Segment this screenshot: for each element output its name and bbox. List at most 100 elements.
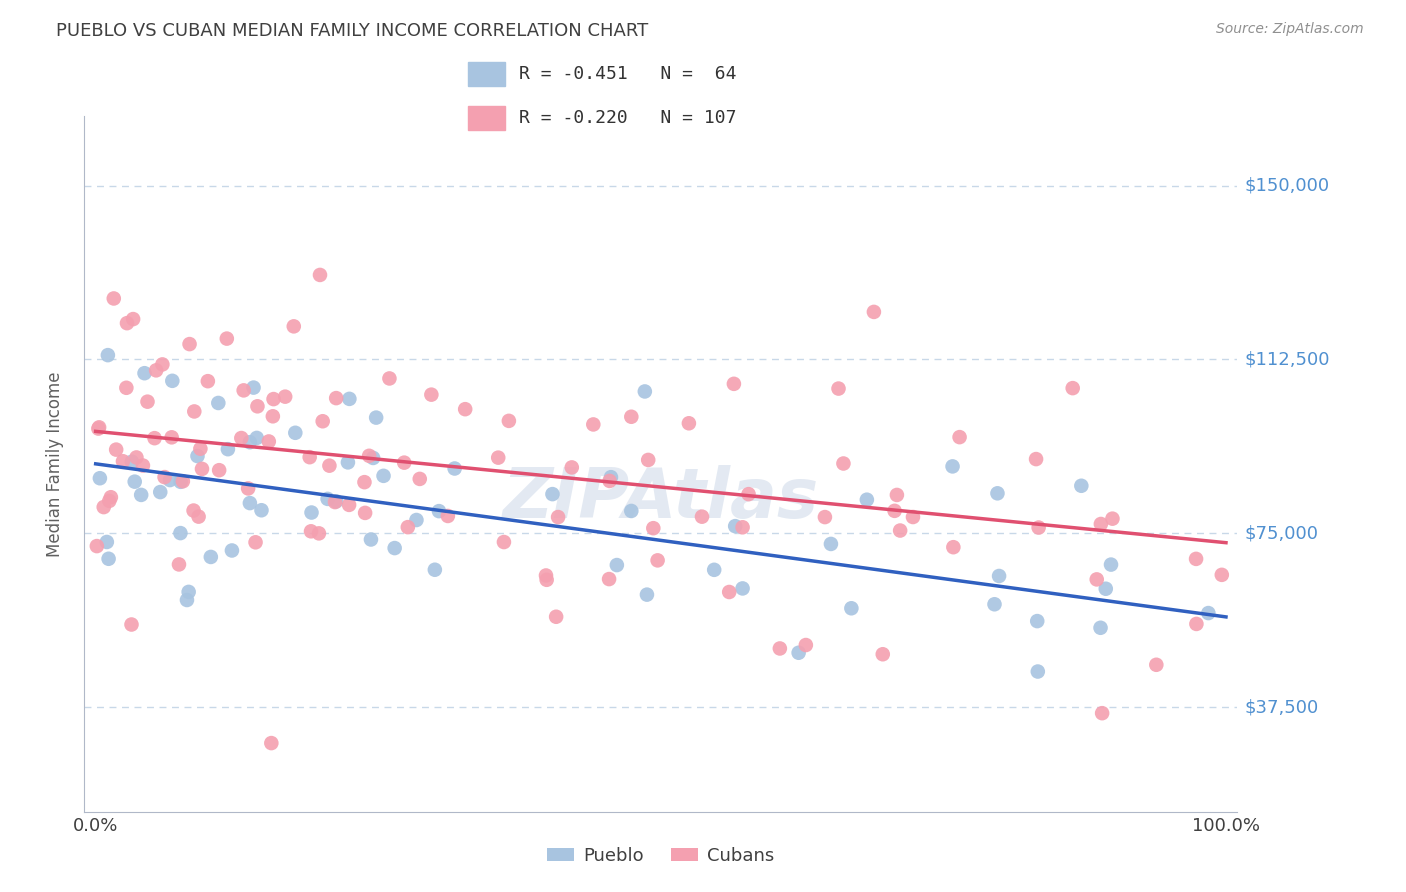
Point bbox=[598, 572, 620, 586]
Point bbox=[177, 585, 200, 599]
Point bbox=[620, 504, 643, 518]
Point bbox=[298, 450, 321, 465]
Point bbox=[323, 495, 346, 509]
Point bbox=[794, 638, 817, 652]
Point bbox=[97, 348, 120, 362]
Point bbox=[236, 482, 259, 496]
Point bbox=[703, 563, 725, 577]
Point bbox=[901, 510, 924, 524]
Point bbox=[724, 519, 747, 533]
Point bbox=[731, 520, 754, 534]
Point bbox=[232, 384, 254, 398]
Point bbox=[637, 453, 659, 467]
Point bbox=[190, 442, 212, 456]
Point bbox=[160, 430, 183, 444]
Point bbox=[647, 553, 669, 567]
Point bbox=[1025, 452, 1047, 467]
Point bbox=[246, 431, 269, 445]
Point bbox=[115, 381, 138, 395]
Point bbox=[678, 417, 700, 431]
Point bbox=[423, 563, 446, 577]
Point bbox=[723, 376, 745, 391]
Text: $150,000: $150,000 bbox=[1244, 177, 1330, 194]
Point bbox=[318, 458, 340, 473]
Point bbox=[250, 503, 273, 517]
Point bbox=[125, 450, 148, 465]
Point bbox=[1028, 520, 1050, 534]
Point bbox=[1211, 567, 1233, 582]
Text: PUEBLO VS CUBAN MEDIAN FAMILY INCOME CORRELATION CHART: PUEBLO VS CUBAN MEDIAN FAMILY INCOME COR… bbox=[56, 22, 648, 40]
Point bbox=[105, 442, 128, 457]
Point bbox=[360, 533, 382, 547]
Point bbox=[176, 593, 198, 607]
Point bbox=[536, 573, 558, 587]
Point bbox=[325, 494, 347, 508]
Point bbox=[87, 420, 110, 434]
Point bbox=[207, 396, 229, 410]
Point bbox=[336, 455, 359, 469]
Point bbox=[153, 470, 176, 484]
Point bbox=[769, 641, 792, 656]
Point bbox=[1090, 621, 1112, 635]
Point bbox=[883, 504, 905, 518]
Point bbox=[257, 434, 280, 449]
Point bbox=[486, 450, 509, 465]
Point bbox=[373, 468, 395, 483]
Point bbox=[392, 456, 415, 470]
Point bbox=[718, 585, 741, 599]
Point bbox=[856, 492, 879, 507]
Point bbox=[89, 471, 111, 485]
Text: Source: ZipAtlas.com: Source: ZipAtlas.com bbox=[1216, 22, 1364, 37]
Point bbox=[162, 374, 184, 388]
Point bbox=[262, 409, 284, 424]
Point bbox=[150, 358, 173, 372]
Point bbox=[308, 526, 330, 541]
Text: R = -0.220   N = 107: R = -0.220 N = 107 bbox=[519, 109, 737, 127]
Point bbox=[1026, 665, 1049, 679]
Point bbox=[242, 381, 264, 395]
Text: ZIPAtlas: ZIPAtlas bbox=[503, 465, 818, 533]
Point bbox=[239, 435, 262, 450]
Point bbox=[941, 459, 963, 474]
Point bbox=[143, 431, 166, 445]
Point bbox=[409, 472, 432, 486]
Point bbox=[301, 506, 323, 520]
Point bbox=[359, 449, 381, 463]
Point bbox=[1197, 606, 1219, 620]
Point bbox=[159, 473, 181, 487]
Point bbox=[841, 601, 863, 615]
Point bbox=[1062, 381, 1084, 395]
Point bbox=[197, 374, 219, 388]
Point bbox=[274, 390, 297, 404]
Point bbox=[983, 597, 1005, 611]
Point bbox=[191, 462, 214, 476]
Point bbox=[420, 387, 443, 401]
Point bbox=[942, 540, 965, 554]
Bar bbox=[468, 106, 505, 130]
Point bbox=[1144, 657, 1167, 672]
Point bbox=[454, 402, 477, 417]
Point bbox=[200, 549, 222, 564]
Point bbox=[134, 366, 156, 380]
Bar bbox=[468, 62, 505, 86]
Point bbox=[599, 474, 621, 488]
Point bbox=[396, 520, 419, 534]
Point bbox=[1026, 614, 1049, 628]
Point bbox=[96, 535, 118, 549]
Point bbox=[1085, 573, 1108, 587]
Point bbox=[561, 460, 583, 475]
Point bbox=[547, 510, 569, 524]
Point bbox=[863, 305, 886, 319]
Point bbox=[492, 535, 515, 549]
Point bbox=[208, 463, 231, 477]
Point bbox=[124, 475, 146, 489]
Point bbox=[737, 487, 759, 501]
Point bbox=[187, 509, 209, 524]
Point bbox=[353, 475, 375, 490]
Point bbox=[1101, 511, 1123, 525]
Point bbox=[312, 414, 335, 428]
Point bbox=[186, 449, 208, 463]
Point bbox=[1094, 582, 1116, 596]
Y-axis label: Median Family Income: Median Family Income bbox=[45, 371, 63, 557]
Point bbox=[988, 569, 1011, 583]
